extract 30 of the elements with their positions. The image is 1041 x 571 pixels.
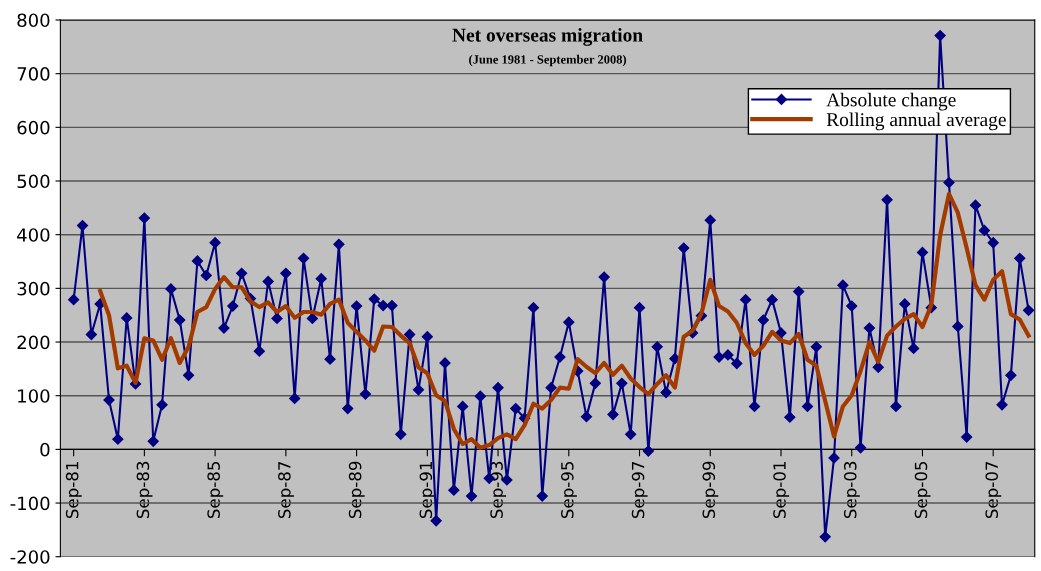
chart-title: Net overseas migration — [452, 28, 643, 46]
x-tick-label: Sep-81 — [65, 462, 82, 519]
x-tick-label: Sep-05 — [914, 461, 931, 519]
x-tick-label: Sep-83 — [136, 461, 153, 519]
x-tick-label: Sep-07 — [985, 461, 1002, 519]
x-tick-label: Sep-99 — [702, 461, 719, 519]
x-tick-label: Sep-01 — [773, 462, 790, 519]
x-tick-label: Sep-95 — [561, 461, 577, 519]
y-tick-label: 500 — [17, 174, 50, 189]
y-tick-label: -100 — [10, 496, 50, 511]
y-tick-label: 400 — [17, 228, 50, 242]
y-tick-label: 200 — [17, 335, 50, 350]
y-tick-label: 700 — [17, 67, 50, 81]
y-tick-label: 100 — [18, 389, 50, 403]
x-tick-label: Sep-87 — [278, 461, 294, 519]
x-tick-label: Sep-91 — [419, 462, 436, 519]
y-tick-label: 0 — [40, 442, 50, 457]
x-tick-label: Sep-93 — [490, 461, 507, 519]
x-tick-label: Sep-03 — [843, 461, 860, 519]
line-series — [98, 191, 1031, 450]
y-tick-label: -200 — [10, 550, 50, 564]
y-tick-label: 800 — [17, 13, 50, 28]
legend-label: Rolling annual average — [826, 112, 1006, 131]
text: (June 1981 - September 2008) — [469, 54, 627, 67]
y-tick-label: 600 — [17, 120, 50, 135]
x-tick-label: Sep-97 — [631, 461, 648, 519]
legend-label: Absolute change — [826, 92, 956, 111]
x-tick-label: Sep-89 — [348, 461, 365, 519]
y-tick-label: 300 — [17, 281, 50, 296]
x-tick-label: Sep-85 — [207, 461, 224, 519]
